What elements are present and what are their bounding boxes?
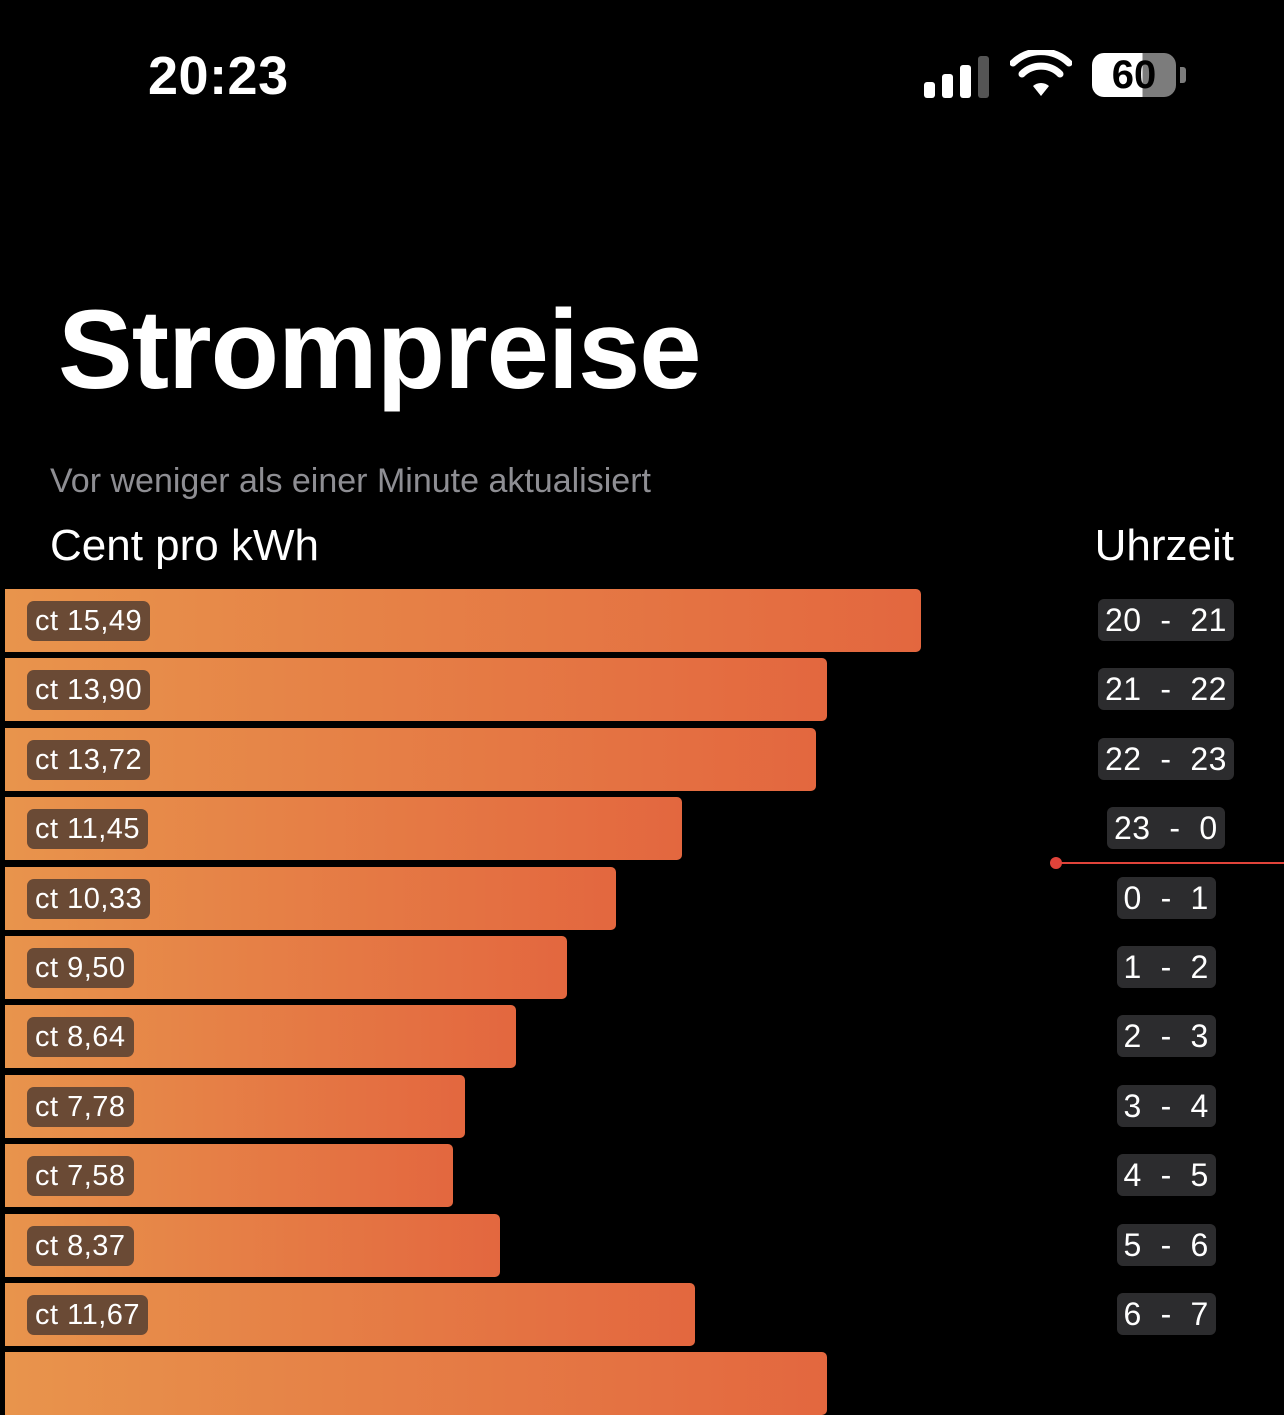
price-bar: ct 8,64 [5,1005,516,1069]
page-title: Strompreise [58,287,702,412]
price-bar: ct 7,78 [5,1074,465,1138]
price-label: ct 11,45 [27,809,149,850]
hour-label: 21 - 22 [1098,668,1234,711]
price-label: ct 10,33 [27,878,151,919]
price-bar: ct 8,37 [5,1213,500,1277]
price-bar-partial [5,1352,827,1415]
time-column-header: Uhrzeit [1094,521,1234,570]
current-time-line [1055,862,1284,864]
hour-label: 0 - 1 [1116,876,1216,919]
price-label: ct 8,64 [27,1017,134,1058]
price-label: ct 9,50 [27,948,134,988]
price-label: ct 15,49 [27,601,151,641]
status-time: 20:23 [148,46,289,106]
hour-label: 5 - 6 [1116,1223,1216,1266]
cellular-signal-icon [924,54,994,98]
price-bar: ct 9,50 [5,936,567,999]
hour-label: 20 - 21 [1098,599,1234,641]
price-bar: ct 11,67 [5,1283,695,1346]
battery-nub [1180,67,1186,83]
price-label: ct 8,37 [27,1225,134,1266]
hour-label: 6 - 7 [1116,1293,1216,1335]
price-column-header: Cent pro kWh [50,521,319,570]
price-bar: ct 15,49 [5,589,921,652]
price-label: ct 13,72 [27,739,151,780]
price-bar: ct 13,90 [5,658,827,722]
hour-label: 23 - 0 [1107,807,1225,850]
price-bar: ct 11,45 [5,797,682,861]
price-label: ct 13,90 [27,670,151,711]
battery-icon: 60 [1092,53,1176,97]
hour-label: 22 - 23 [1098,737,1234,780]
price-chart: ct 15,49 20 - 21 ct 13,90 21 - 22 ct 13,72 22… [5,589,1234,1415]
price-bar: ct 10,33 [5,866,616,930]
hour-label: 3 - 4 [1116,1084,1216,1127]
current-time-dot [1050,857,1062,869]
price-label: ct 11,67 [27,1295,149,1335]
last-updated-text: Vor weniger als einer Minute aktualisier… [50,462,651,500]
price-bar: ct 7,58 [5,1144,453,1208]
price-bar: ct 13,72 [5,727,816,791]
hour-label: 4 - 5 [1116,1154,1216,1197]
price-label: ct 7,78 [27,1086,134,1127]
wifi-icon [1010,50,1072,96]
hour-label: 1 - 2 [1116,946,1216,988]
hour-label: 2 - 3 [1116,1015,1216,1058]
battery-level: 60 [1111,53,1157,97]
price-label: ct 7,58 [27,1156,134,1197]
